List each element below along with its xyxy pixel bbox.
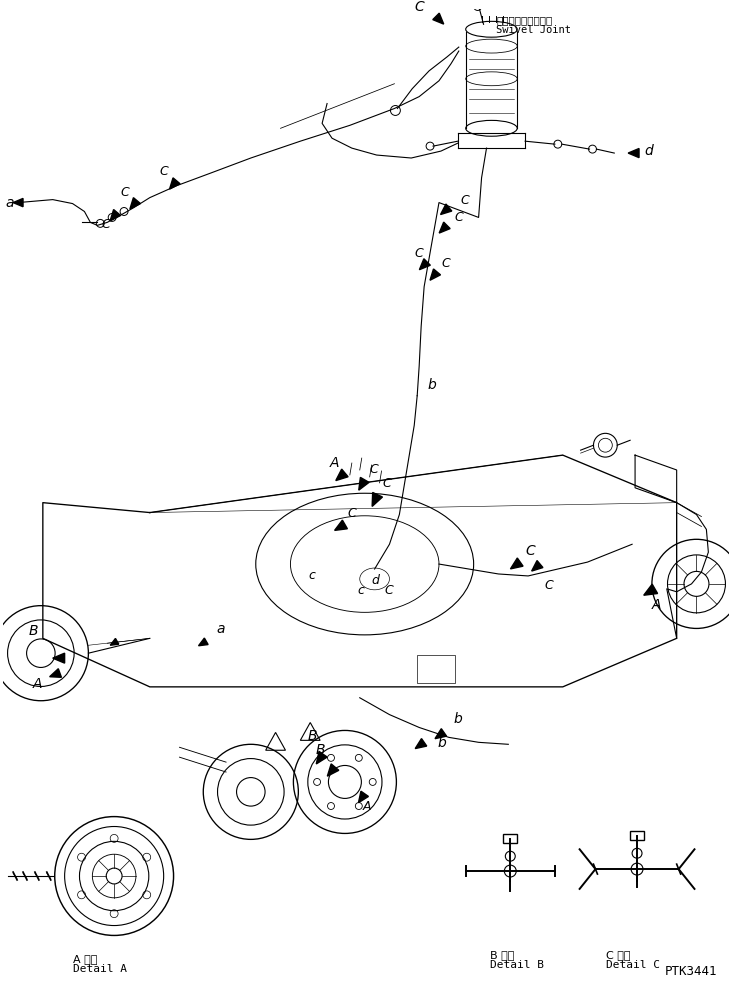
Polygon shape: [50, 669, 62, 677]
Text: Detail A: Detail A: [73, 964, 127, 974]
Text: C: C: [414, 0, 424, 15]
Text: PTK3441: PTK3441: [665, 965, 718, 978]
Text: Detail B: Detail B: [490, 960, 545, 970]
Polygon shape: [110, 210, 121, 221]
Polygon shape: [430, 269, 441, 281]
Polygon shape: [358, 478, 369, 490]
Polygon shape: [53, 653, 65, 663]
Polygon shape: [644, 584, 658, 595]
Text: b: b: [437, 737, 446, 750]
Polygon shape: [110, 639, 119, 645]
Text: C: C: [545, 579, 553, 592]
Polygon shape: [328, 764, 339, 776]
Text: Detail C: Detail C: [606, 960, 660, 970]
Polygon shape: [439, 222, 450, 233]
Text: B: B: [315, 744, 325, 757]
Polygon shape: [169, 178, 180, 189]
Polygon shape: [358, 792, 369, 802]
Text: C: C: [442, 257, 451, 270]
Polygon shape: [13, 198, 23, 207]
Text: c: c: [358, 584, 364, 596]
Text: B 詳細: B 詳細: [490, 951, 515, 960]
Text: C: C: [461, 193, 470, 207]
Text: c: c: [309, 569, 315, 582]
Bar: [417, 655, 455, 683]
Text: A: A: [363, 800, 371, 812]
Text: C: C: [455, 211, 463, 225]
Text: C: C: [369, 463, 378, 476]
Text: A 詳細: A 詳細: [73, 955, 97, 964]
Text: C: C: [383, 477, 391, 490]
Text: C: C: [414, 247, 423, 260]
Text: C: C: [525, 544, 535, 558]
Text: d: d: [372, 574, 380, 587]
Text: C 詳細: C 詳細: [606, 951, 631, 960]
Polygon shape: [130, 197, 141, 209]
Polygon shape: [510, 558, 523, 569]
Text: スイベルジョイント: スイベルジョイント: [496, 16, 553, 26]
Polygon shape: [199, 638, 208, 645]
Polygon shape: [317, 751, 327, 764]
Bar: [504, 835, 517, 844]
Polygon shape: [334, 520, 347, 531]
Text: C: C: [120, 185, 129, 198]
Text: C: C: [101, 219, 110, 232]
Polygon shape: [336, 469, 348, 481]
Text: a: a: [216, 622, 224, 637]
Polygon shape: [435, 729, 446, 739]
Text: a: a: [5, 195, 14, 210]
Bar: [630, 832, 644, 841]
Text: b: b: [454, 711, 463, 726]
Polygon shape: [432, 13, 443, 25]
Polygon shape: [441, 204, 452, 215]
Text: A: A: [33, 677, 43, 691]
Text: Swivel Joint: Swivel Joint: [496, 26, 572, 35]
Polygon shape: [531, 560, 543, 571]
Text: A: A: [330, 456, 339, 470]
Text: B: B: [29, 624, 38, 639]
Polygon shape: [419, 259, 430, 270]
Text: C: C: [160, 165, 169, 178]
Polygon shape: [628, 148, 639, 158]
Polygon shape: [415, 739, 427, 749]
Text: B: B: [307, 729, 317, 744]
Text: b: b: [427, 378, 436, 391]
Text: C: C: [348, 506, 357, 520]
Text: d: d: [644, 144, 652, 158]
Text: C: C: [385, 584, 394, 596]
Text: A: A: [652, 597, 661, 611]
Polygon shape: [372, 492, 383, 506]
